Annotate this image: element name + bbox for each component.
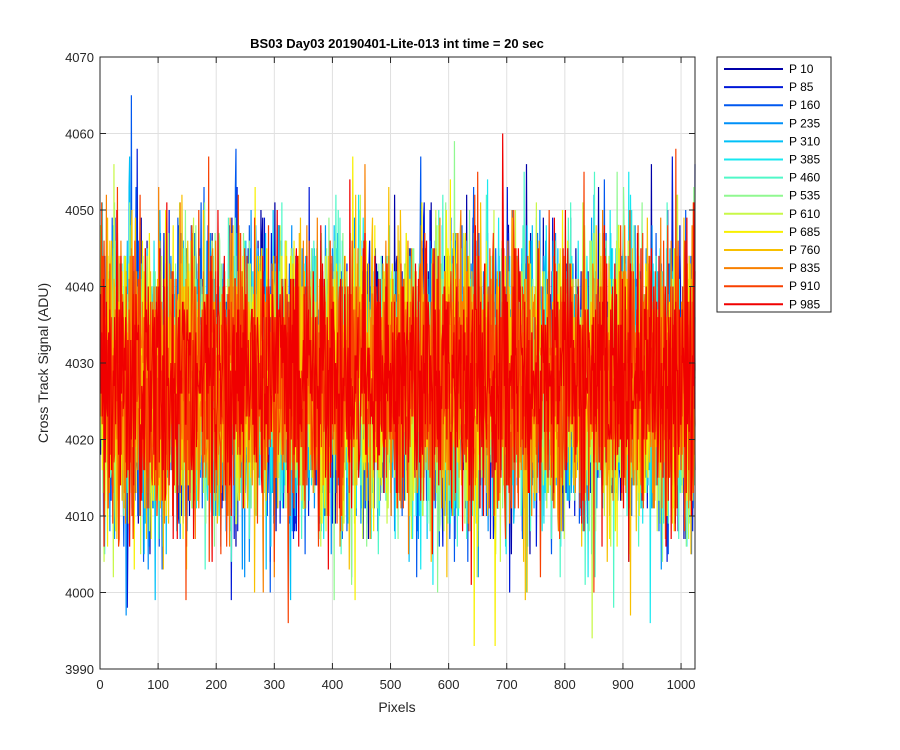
legend-label: P 310 (789, 134, 820, 148)
y-tick-label: 4060 (65, 127, 94, 142)
legend-label: P 235 (789, 116, 820, 130)
x-tick-label: 100 (147, 677, 169, 692)
x-tick-label: 400 (322, 677, 344, 692)
series-lines (99, 95, 696, 647)
legend: P 10 P 85 P 160 P 235 P 310 P 385 P 460 P 535 P … (716, 56, 832, 313)
x-tick-label: 500 (380, 677, 402, 692)
y-tick-label: 4000 (65, 586, 94, 601)
x-tick-label: 0 (96, 677, 103, 692)
legend-label: P 460 (789, 171, 820, 185)
legend-label: P 535 (789, 189, 820, 203)
y-tick-labels: 3990 4000 4010 4020 4030 4040 4050 4060 4070 (65, 50, 94, 677)
legend-label: P 610 (789, 207, 820, 221)
legend-label: P 10 (789, 62, 814, 76)
x-tick-labels: 0 100 200 300 400 500 600 700 800 900 1000 (96, 677, 695, 692)
legend-label: P 160 (789, 98, 820, 112)
y-tick-label: 4050 (65, 203, 94, 218)
legend-label: P 85 (789, 80, 814, 94)
series-line-p-985 (99, 133, 696, 585)
x-tick-label: 800 (554, 677, 576, 692)
x-tick-label: 900 (612, 677, 634, 692)
x-tick-label: 200 (205, 677, 227, 692)
legend-label: P 985 (789, 297, 820, 311)
y-tick-label: 4070 (65, 50, 94, 65)
chart-title: BS03 Day03 20190401-Lite-013 int time = … (250, 36, 544, 51)
legend-label: P 685 (789, 225, 820, 239)
legend-label: P 835 (789, 261, 820, 275)
x-tick-label: 1000 (667, 677, 696, 692)
legend-label: P 760 (789, 243, 820, 257)
legend-label: P 910 (789, 279, 820, 293)
legend-box (716, 56, 832, 313)
x-axis-label: Pixels (378, 699, 415, 715)
y-tick-label: 4040 (65, 280, 94, 295)
y-axis-label: Cross Track Signal (ADU) (35, 283, 51, 443)
x-tick-label: 700 (496, 677, 518, 692)
legend-label: P 385 (789, 153, 820, 167)
axis-ticks (99, 56, 695, 670)
y-tick-label: 4020 (65, 433, 94, 448)
x-tick-label: 300 (263, 677, 285, 692)
y-tick-label: 4030 (65, 356, 94, 371)
x-tick-label: 600 (438, 677, 460, 692)
y-tick-label: 4010 (65, 509, 94, 524)
y-tick-label: 3990 (65, 662, 94, 677)
